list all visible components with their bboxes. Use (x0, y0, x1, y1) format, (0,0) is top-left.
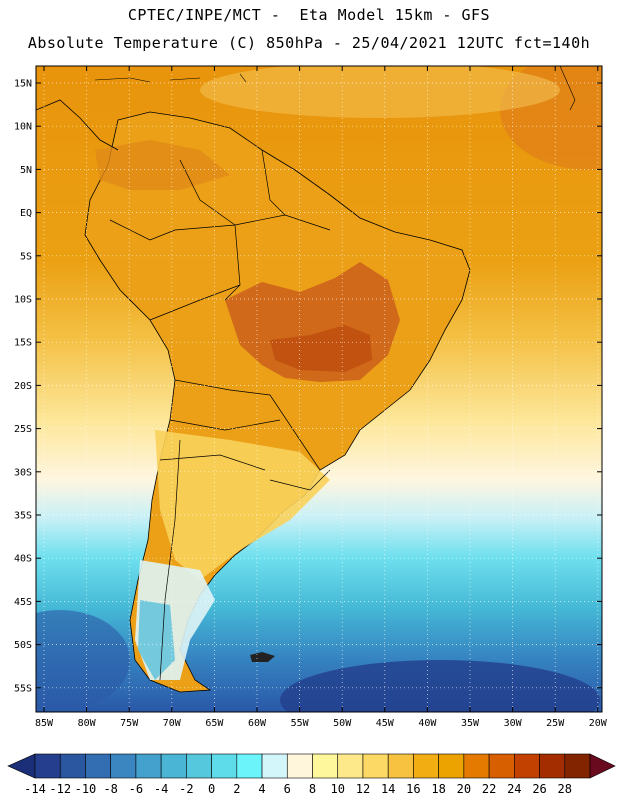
latitude-label: 50S (14, 640, 32, 651)
colorbar-swatch (236, 753, 263, 779)
plot-frame (35, 65, 603, 713)
colorbar-label: -14 (24, 782, 46, 796)
colorbar-swatch (488, 753, 515, 779)
colorbar-swatch (362, 753, 389, 779)
warm-north-coast (95, 140, 230, 190)
colorbar-swatch (337, 753, 364, 779)
colorbar-label: 12 (356, 782, 370, 796)
colorbar-lower-extension (7, 753, 36, 779)
longitude-label: 60W (248, 718, 267, 729)
colorbar-label: 10 (331, 782, 345, 796)
colorbar-label: 16 (406, 782, 420, 796)
colorbar-swatch (34, 753, 61, 779)
colorbar-swatch (438, 753, 465, 779)
colorbar-label: 4 (258, 782, 265, 796)
cold-region-southwest (36, 610, 130, 710)
colorbar-swatch (59, 753, 86, 779)
longitude-label: 55W (291, 718, 310, 729)
colorbar-label: -2 (179, 782, 193, 796)
colorbar-swatch (211, 753, 238, 779)
colorbar-label: 28 (558, 782, 572, 796)
longitude-label: 30W (504, 718, 523, 729)
colorbar-label: 20 (457, 782, 471, 796)
colorbar-swatch (160, 753, 187, 779)
colorbar-swatch (539, 753, 566, 779)
colorbar-swatch (110, 753, 137, 779)
colorbar-label: -12 (49, 782, 71, 796)
colorbar-label: 22 (482, 782, 496, 796)
central-america (36, 99, 119, 151)
longitude-label: 50W (333, 718, 352, 729)
cold-region-south-atlantic (280, 660, 600, 712)
colorbar-label: -8 (103, 782, 117, 796)
colorbar-swatch (463, 753, 490, 779)
colorbar: -14 -12 -10 -8 -6 -4 -2 0 2 4 6 8 10 12 14 16 18 20 22 24 26… (7, 753, 616, 796)
latitude-label: 5S (20, 251, 32, 262)
colorbar-upper-extension (589, 753, 616, 779)
colorbar-label: -6 (129, 782, 143, 796)
latitude-label: 5N (20, 165, 32, 176)
latitude-labels: 15N 10N 5N EQ 5S 10S 15S 20S 25S 30S 35S 40S 45S 50S 5… (14, 79, 32, 695)
longitude-label: 20W (589, 718, 608, 729)
mild-southern-cone (155, 430, 330, 580)
colorbar-label: 0 (208, 782, 215, 796)
colorbar-label: 26 (532, 782, 546, 796)
colorbar-swatch (514, 753, 540, 779)
colorbar-label: 8 (309, 782, 316, 796)
axis-ticks (36, 66, 602, 712)
colorbar-label: 14 (381, 782, 395, 796)
colorbar-label: 6 (284, 782, 291, 796)
falkland-islands (250, 652, 275, 662)
colorbar-label: -10 (75, 782, 97, 796)
country-borders (109, 149, 331, 681)
map-title-line-1: CPTEC/INPE/MCT - Eta Model 15km - GFS (127, 6, 491, 24)
latitude-label: 25S (14, 424, 32, 435)
longitude-label: 75W (120, 718, 139, 729)
longitude-label: 80W (78, 718, 97, 729)
colorbar-swatch (286, 753, 313, 779)
map-title-line-2: Absolute Temperature (C) 850hPa - 25/04/… (27, 34, 591, 52)
colorbar-swatch (135, 753, 162, 779)
latitude-label: EQ (20, 208, 32, 219)
colorbar-label: 18 (431, 782, 445, 796)
latitude-label: 40S (14, 554, 32, 565)
longitude-label: 45W (376, 718, 395, 729)
cold-andes-patagonia (138, 600, 175, 680)
colorbar-swatch (261, 753, 288, 779)
latitude-label: 35S (14, 511, 32, 522)
colorbar-swatch (186, 753, 212, 779)
latitude-label: 10N (14, 122, 32, 133)
latitude-label: 45S (14, 597, 32, 608)
latitude-label: 20S (14, 381, 32, 392)
colorbar-swatch (564, 753, 591, 779)
hottest-core (270, 325, 372, 372)
longitude-label: 40W (418, 718, 437, 729)
warm-band-caribbean (200, 66, 560, 118)
latitude-label: 15N (14, 79, 32, 90)
longitude-label: 35W (461, 718, 480, 729)
colorbar-swatch (413, 753, 439, 779)
caribbean-islands (94, 66, 576, 111)
latitude-label: 30S (14, 467, 32, 478)
colorbar-swatch (387, 753, 414, 779)
colorbar-swatch (312, 753, 339, 779)
longitude-labels: 85W 80W 75W 70W 65W 60W 55W 50W 45W 40W 35W 30W 25W 2… (35, 718, 608, 729)
colorbar-swatch (85, 753, 111, 779)
longitude-label: 85W (35, 718, 54, 729)
latitude-label: 55S (14, 683, 32, 694)
latitude-label: 10S (14, 295, 32, 306)
longitude-label: 65W (205, 718, 224, 729)
colorbar-label: -4 (154, 782, 168, 796)
longitude-label: 70W (163, 718, 182, 729)
latitude-label: 15S (14, 338, 32, 349)
colorbar-label: 2 (233, 782, 240, 796)
longitude-label: 25W (546, 718, 565, 729)
colorbar-label: 24 (507, 782, 521, 796)
